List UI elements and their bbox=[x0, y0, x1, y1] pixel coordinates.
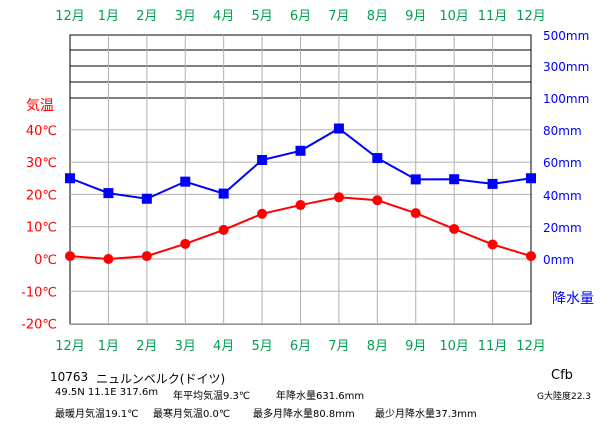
coldest-month: 最寒月気温0.0℃ bbox=[153, 409, 231, 420]
x-tick-label-top: 10月 bbox=[439, 9, 469, 24]
station-coords: 49.5N 11.1E 317.6m bbox=[55, 387, 159, 398]
x-tick-label-top: 1月 bbox=[98, 9, 119, 24]
left-tick-label: 40℃ bbox=[26, 124, 57, 139]
x-tick-label-bottom: 10月 bbox=[439, 339, 469, 354]
temperature-point bbox=[449, 223, 460, 234]
precipitation-point bbox=[65, 173, 75, 184]
precipitation-point bbox=[103, 188, 114, 199]
x-tick-label-top: 9月 bbox=[405, 9, 426, 24]
x-tick-label-bottom: 7月 bbox=[328, 339, 349, 354]
x-tick-label-top: 4月 bbox=[213, 9, 234, 24]
x-tick-label-bottom: 12月 bbox=[55, 339, 85, 354]
right-tick-label: 500mm bbox=[543, 29, 589, 43]
right-axis-label: 降水量 bbox=[552, 291, 594, 307]
right-tick-label: 20mm bbox=[543, 221, 582, 235]
x-tick-label-bottom: 5月 bbox=[251, 339, 272, 354]
left-axis-label: 気温 bbox=[26, 98, 54, 114]
driest-month: 最少月降水量37.3mm bbox=[375, 409, 477, 420]
precipitation-point bbox=[141, 193, 152, 204]
continentality: G大陸度22.3 bbox=[537, 392, 592, 402]
precipitation-point bbox=[218, 188, 229, 199]
x-tick-label-bottom: 8月 bbox=[367, 339, 388, 354]
temperature-point bbox=[141, 251, 152, 262]
right-tick-label: 60mm bbox=[543, 156, 582, 170]
temperature-point bbox=[257, 208, 268, 219]
precipitation-point bbox=[526, 173, 536, 184]
precipitation-point bbox=[257, 155, 268, 166]
wettest-month: 最多月降水量80.8mm bbox=[253, 409, 355, 420]
left-tick-label: 10℃ bbox=[26, 221, 57, 236]
temperature-point bbox=[218, 224, 229, 235]
temperature-point bbox=[410, 208, 421, 219]
precipitation-point bbox=[449, 174, 460, 185]
station-code: 10763 bbox=[50, 370, 89, 384]
temperature-point bbox=[487, 239, 498, 250]
x-tick-label-top: 8月 bbox=[367, 9, 388, 24]
annual-precip: 年降水量631.6mm bbox=[276, 391, 365, 402]
temperature-point bbox=[103, 254, 114, 264]
climate-class: Cfb bbox=[551, 368, 573, 383]
precipitation-point bbox=[180, 176, 191, 187]
x-tick-label-top: 11月 bbox=[478, 9, 508, 24]
precipitation-point bbox=[372, 153, 383, 164]
right-tick-label: 300mm bbox=[543, 60, 589, 74]
left-tick-label: 20℃ bbox=[26, 188, 57, 203]
temperature-point bbox=[65, 251, 75, 262]
precipitation-point bbox=[333, 123, 344, 134]
left-tick-label: -10℃ bbox=[21, 285, 57, 300]
x-tick-label-top: 12月 bbox=[516, 9, 546, 24]
x-tick-label-bottom: 9月 bbox=[405, 339, 426, 354]
temperature-point bbox=[526, 251, 536, 262]
temperature-point bbox=[333, 192, 344, 203]
x-tick-label-bottom: 12月 bbox=[516, 339, 546, 354]
left-tick-label: 30℃ bbox=[26, 156, 57, 171]
x-tick-label-bottom: 6月 bbox=[290, 339, 311, 354]
warmest-month: 最暖月気温19.1℃ bbox=[55, 409, 139, 420]
x-tick-label-bottom: 4月 bbox=[213, 339, 234, 354]
right-tick-label: 80mm bbox=[543, 124, 582, 138]
x-tick-label-top: 5月 bbox=[251, 9, 272, 24]
x-tick-label-bottom: 3月 bbox=[175, 339, 196, 354]
temperature-point bbox=[180, 238, 191, 249]
right-tick-label: 40mm bbox=[543, 189, 582, 203]
temperature-point bbox=[372, 195, 383, 206]
precipitation-point bbox=[295, 145, 306, 156]
precipitation-point bbox=[487, 178, 498, 189]
x-tick-label-bottom: 11月 bbox=[478, 339, 508, 354]
right-tick-label: 0mm bbox=[543, 253, 574, 267]
right-tick-label: 100mm bbox=[543, 92, 589, 106]
x-tick-label-bottom: 1月 bbox=[98, 339, 119, 354]
x-tick-label-top: 3月 bbox=[175, 9, 196, 24]
left-tick-label: 0℃ bbox=[34, 253, 57, 268]
annual-temp: 年平均気温9.3℃ bbox=[173, 391, 251, 402]
x-tick-label-top: 12月 bbox=[55, 9, 85, 24]
station-name: ニュルンベルク(ドイツ) bbox=[96, 372, 226, 386]
x-tick-label-top: 7月 bbox=[328, 9, 349, 24]
x-tick-label-top: 6月 bbox=[290, 9, 311, 24]
precipitation-point bbox=[410, 174, 421, 185]
x-tick-label-top: 2月 bbox=[136, 9, 157, 24]
left-tick-label: -20℃ bbox=[21, 318, 57, 333]
x-tick-label-bottom: 2月 bbox=[136, 339, 157, 354]
temperature-point bbox=[295, 200, 306, 211]
